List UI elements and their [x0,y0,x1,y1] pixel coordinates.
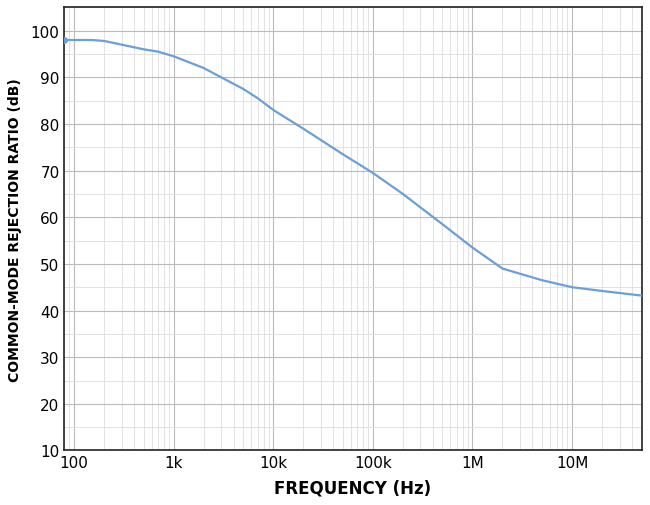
X-axis label: FREQUENCY (Hz): FREQUENCY (Hz) [274,479,432,497]
Y-axis label: COMMON-MODE REJECTION RATIO (dB): COMMON-MODE REJECTION RATIO (dB) [8,78,22,381]
